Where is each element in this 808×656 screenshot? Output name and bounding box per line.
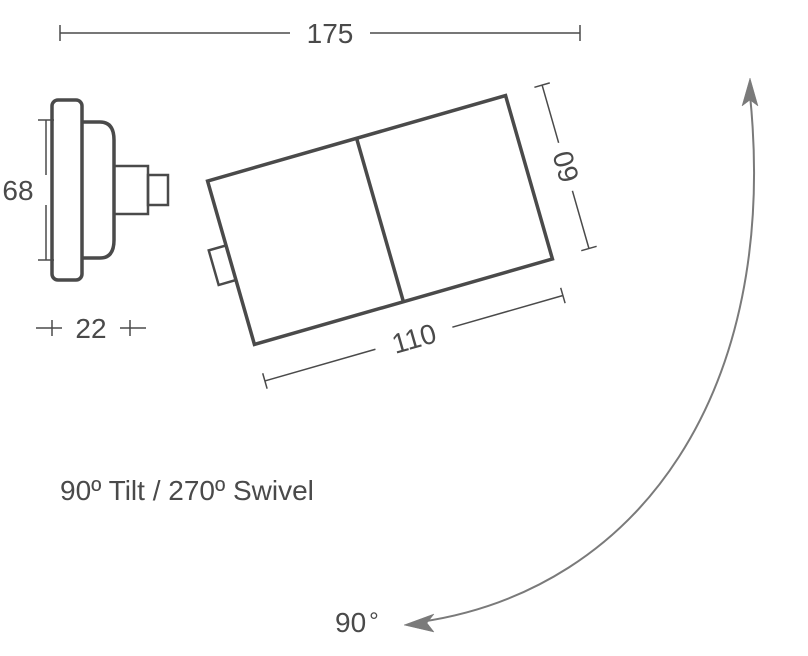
base-plate — [52, 100, 114, 280]
dim-110-label: 110 — [388, 318, 439, 360]
connector — [114, 166, 168, 214]
dim-68-label: 68 — [2, 175, 33, 206]
dim-60: 60 — [528, 81, 605, 253]
dim-175: 175 — [60, 18, 580, 49]
arc-label: 90° — [335, 607, 379, 638]
dim-60-label: 60 — [547, 147, 585, 185]
tilt-swivel-note: 90º Tilt / 270º Swivel — [60, 475, 314, 506]
swivel-arc — [404, 78, 758, 632]
spotlight-body: 110 60 — [190, 81, 619, 402]
diagram-stage: 175 68 22 — [0, 0, 808, 656]
dim-68: 68 — [2, 120, 54, 260]
arc-90-label: 90° — [335, 607, 379, 638]
dim-22: 22 — [36, 313, 146, 344]
dim-175-label: 175 — [307, 18, 354, 49]
diagram-svg: 175 68 22 — [0, 0, 808, 656]
dim-22-label: 22 — [75, 313, 106, 344]
